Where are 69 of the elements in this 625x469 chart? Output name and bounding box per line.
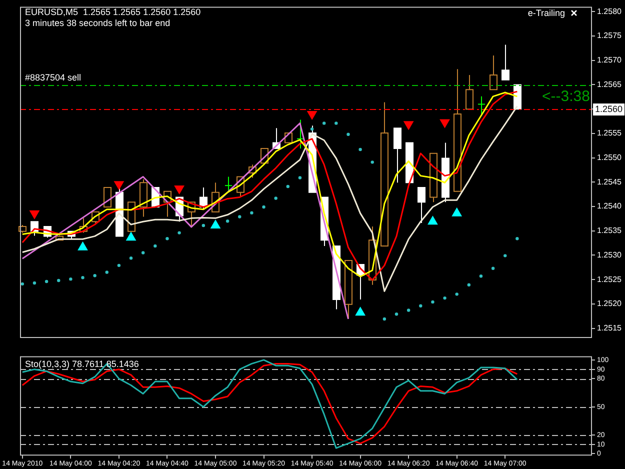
- point: [322, 122, 326, 125]
- point: [516, 237, 519, 240]
- y-tick-label: 1.2550: [597, 152, 622, 162]
- y-tick-label: 1.2530: [597, 250, 622, 260]
- point: [355, 306, 366, 316]
- y-tick-label: 1.2515: [597, 323, 622, 332]
- y-tick-label: 1.2570: [597, 56, 622, 65]
- point: [105, 270, 108, 274]
- point: [154, 244, 157, 248]
- ref-line-label: 1.2560: [595, 104, 623, 114]
- point: [178, 231, 181, 234]
- y-tick-label: 1.2525: [597, 274, 622, 284]
- point: [382, 317, 386, 321]
- chart-title: Sto(10,3,3) 78.7611 85.1436: [25, 359, 139, 369]
- point: [114, 181, 124, 190]
- point: [394, 312, 398, 316]
- point: [202, 224, 206, 228]
- point: [443, 296, 446, 300]
- point: [455, 292, 458, 296]
- point: [262, 205, 266, 209]
- point: [250, 211, 254, 214]
- point: [57, 278, 60, 282]
- y-tick-label: 1.2520: [597, 299, 622, 308]
- point: [286, 184, 290, 188]
- annotation: e-Trailing: [528, 8, 565, 18]
- point: [440, 119, 450, 128]
- y-tick-label: 1.2535: [597, 226, 622, 236]
- point: [431, 300, 434, 304]
- y-tick-label: 1.2575: [597, 31, 622, 40]
- point: [238, 215, 242, 218]
- point: [117, 264, 121, 268]
- point: [298, 176, 302, 180]
- point: [69, 277, 72, 281]
- y-tick-label: 1.2545: [597, 177, 622, 186]
- text: 3 minutes 38 seconds left to bar end: [25, 18, 170, 28]
- point: [403, 121, 414, 130]
- point: [504, 254, 507, 258]
- point: [20, 282, 24, 286]
- point: [29, 210, 40, 220]
- y-tick-label: 1.2540: [597, 202, 622, 211]
- point: [141, 251, 145, 254]
- point: [334, 122, 338, 125]
- point: [310, 127, 314, 131]
- point: [491, 266, 495, 270]
- y-tick-label: 1.2565: [597, 80, 622, 89]
- point: [226, 220, 230, 223]
- point: [406, 308, 410, 312]
- point: [467, 283, 471, 287]
- candlestick: [478, 96, 486, 114]
- point: [346, 132, 350, 136]
- point: [44, 280, 48, 284]
- point: [174, 185, 184, 194]
- point: [32, 281, 36, 285]
- point: [479, 274, 483, 278]
- chart-title: EURUSD,M5 1.2565 1.2565 1.2560 1.2560: [25, 7, 201, 17]
- point: [81, 276, 84, 280]
- y-tick-label: 1.2580: [597, 6, 622, 16]
- ref-line-label: #8837504 sell: [25, 72, 82, 82]
- point: [358, 148, 362, 152]
- point: [370, 160, 374, 164]
- point: [274, 196, 278, 200]
- annotation: <--3:38: [542, 88, 590, 106]
- point: [93, 274, 96, 278]
- point: [306, 110, 318, 120]
- candlestick: [224, 176, 232, 193]
- point: [419, 304, 422, 308]
- y-tick-label: 1.2555: [597, 128, 622, 138]
- point: [166, 237, 169, 240]
- point: [129, 256, 133, 260]
